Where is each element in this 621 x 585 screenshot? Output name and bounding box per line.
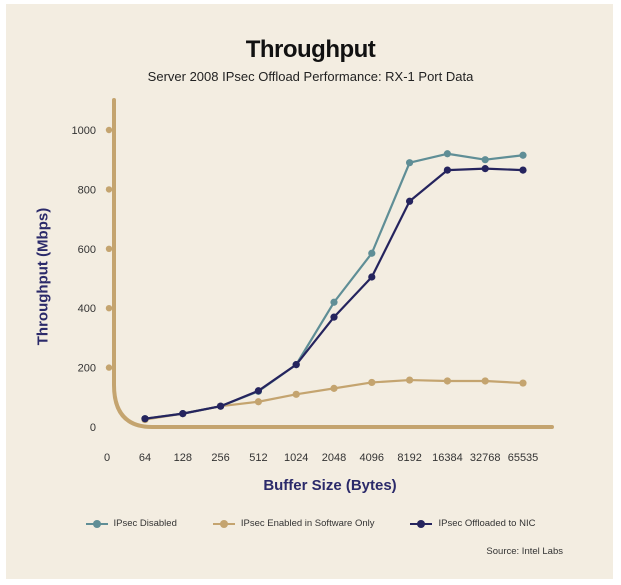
- data-point: [368, 273, 376, 281]
- data-point: [406, 159, 414, 167]
- data-point: [406, 197, 414, 205]
- data-point: [481, 377, 489, 385]
- x-tick-label: 256: [211, 452, 229, 464]
- y-tick-label: 0: [90, 422, 96, 434]
- data-point: [443, 377, 451, 385]
- data-point: [443, 150, 451, 158]
- data-point: [217, 402, 225, 410]
- data-point: [179, 410, 187, 418]
- data-point: [443, 166, 451, 174]
- chart-title: Throughput: [245, 36, 376, 63]
- data-point: [481, 156, 489, 164]
- x-tick-label: 8192: [397, 452, 421, 464]
- x-tick-label: 128: [174, 452, 192, 464]
- data-point: [330, 298, 338, 306]
- legend-swatch: [212, 519, 235, 529]
- chart-panel: [6, 4, 613, 579]
- data-point: [519, 166, 527, 174]
- x-tick-label: 32768: [470, 452, 501, 464]
- legend-swatch: [85, 519, 108, 529]
- data-point: [481, 165, 489, 173]
- legend-label: IPsec Enabled in Software Only: [240, 518, 375, 529]
- data-point: [368, 378, 376, 387]
- series-line: [144, 152, 524, 420]
- y-tick-mark: [105, 126, 113, 134]
- y-tick-mark: [105, 305, 113, 312]
- axis-lines: [112, 98, 554, 429]
- data-point: [406, 376, 414, 384]
- legend-label: IPsec Offloaded to NIC: [438, 518, 536, 529]
- legend-item-ipsec-software: IPsec Enabled in Software Only: [212, 518, 375, 529]
- data-point: [330, 384, 338, 392]
- x-tick-label: 16384: [432, 452, 463, 464]
- y-tick-label: 400: [78, 303, 96, 315]
- y-tick-mark: [105, 186, 113, 193]
- x-tick-label: 65535: [508, 452, 539, 464]
- data-point: [254, 387, 262, 395]
- data-point: [368, 249, 376, 257]
- chart-legend: IPsec Disabled IPsec Enabled in Software…: [0, 518, 621, 529]
- data-point: [519, 379, 527, 387]
- x-tick-label: 512: [249, 452, 267, 464]
- y-tick-mark: [105, 245, 113, 252]
- x-tick-label: 1024: [284, 452, 308, 464]
- legend-swatch: [410, 519, 433, 529]
- y-tick-label: 200: [78, 363, 96, 375]
- legend-item-ipsec-disabled: IPsec Disabled: [85, 518, 177, 529]
- data-point: [292, 390, 300, 398]
- legend-label: IPsec Disabled: [113, 518, 177, 529]
- y-tick-mark: [105, 364, 113, 371]
- y-tick-label: 800: [78, 184, 96, 196]
- source-note: Source: Intel Labs: [486, 546, 563, 557]
- x-tick-label: 0: [104, 452, 110, 464]
- x-axis-label: Buffer Size (Bytes): [263, 477, 397, 494]
- data-point: [254, 398, 262, 406]
- legend-item-ipsec-offloaded: IPsec Offloaded to NIC: [410, 518, 535, 529]
- chart-subtitle: Server 2008 IPsec Offload Performance: R…: [147, 69, 474, 84]
- data-point: [292, 361, 300, 369]
- data-point: [519, 151, 527, 159]
- x-tick-label: 2048: [322, 452, 346, 464]
- y-tick-label: 1000: [72, 125, 96, 137]
- data-point: [141, 415, 149, 423]
- x-tick-label: 4096: [360, 452, 384, 464]
- y-tick-label: 600: [78, 244, 96, 256]
- x-tick-label: 64: [139, 452, 151, 464]
- data-point: [330, 313, 338, 321]
